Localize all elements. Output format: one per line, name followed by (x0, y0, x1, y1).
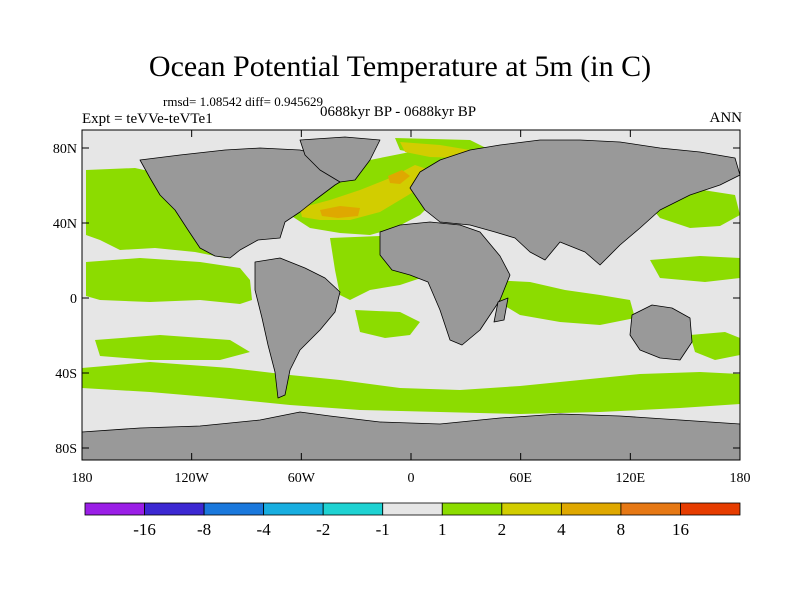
colorbar-swatch (144, 502, 205, 516)
field-nordic-warm (400, 142, 470, 158)
lat-tick-label: 80S (55, 442, 77, 457)
latitude-axis: 80N 40N 0 40S 80S (53, 142, 740, 457)
eurasia (409, 139, 740, 266)
field-south-atlantic (355, 310, 420, 338)
colorbar-swatch (382, 502, 443, 516)
field-gulf-stream-hot (320, 206, 360, 218)
colorbar-swatch (620, 502, 681, 516)
colorbar-label: 4 (557, 520, 566, 539)
lon-tick-label: 120W (175, 471, 210, 486)
field-southern-ocean (82, 362, 740, 414)
lon-tick-label: 180 (72, 471, 93, 486)
colorbar-swatch (560, 502, 622, 516)
colorbar-swatch (501, 502, 562, 516)
experiment-label: Expt = teVVe-teVTe1 (82, 111, 213, 127)
lon-tick-label: 60W (288, 471, 316, 486)
greenland (299, 136, 381, 183)
lon-tick-label: 180 (730, 471, 751, 486)
lon-tick-label: 120E (616, 471, 646, 486)
longitude-axis: 180 120W 60W 0 60E 120E 180 (72, 130, 751, 486)
colorbar-swatch (680, 502, 741, 516)
lat-tick-label: 0 (70, 292, 77, 307)
lon-tick-label: 60E (509, 471, 532, 486)
colorbar-label: 16 (672, 520, 689, 539)
colorbar-label: -2 (316, 520, 330, 539)
australia (629, 304, 693, 361)
colorbar-label: -4 (257, 520, 272, 539)
period-label: 0688kyr BP - 0688kyr BP (320, 104, 477, 120)
field-tropical-pacific (86, 258, 252, 304)
field-tropical-west-pacific (650, 256, 740, 282)
north-america (139, 147, 361, 259)
lat-tick-label: 40N (53, 217, 77, 232)
colorbar-label: -16 (133, 520, 156, 539)
colorbar-label: -1 (376, 520, 390, 539)
stats-line: rmsd= 1.08542 diff= 0.945629 (163, 94, 323, 109)
colorbar: -16 -8 -4 -2 -1 1 2 4 8 16 (84, 502, 741, 539)
lon-tick-label: 0 (408, 471, 415, 486)
colorbar-label: -8 (197, 520, 211, 539)
field-subpolar-hot (388, 170, 410, 184)
madagascar (493, 297, 509, 323)
colorbar-swatch (84, 502, 145, 516)
lat-tick-label: 80N (53, 142, 77, 157)
colorbar-label: 2 (498, 520, 507, 539)
colorbar-label: 1 (438, 520, 447, 539)
season-label: ANN (709, 110, 743, 126)
colorbar-swatch (322, 502, 384, 516)
continents (82, 136, 740, 460)
antarctica (82, 411, 740, 460)
colorbar-swatch (203, 502, 265, 516)
lat-tick-label: 40S (55, 367, 77, 382)
south-america (254, 257, 341, 399)
colorbar-swatch (263, 502, 324, 516)
africa (379, 221, 511, 346)
field-south-pacific (95, 335, 250, 360)
colorbar-label: 8 (617, 520, 626, 539)
field-indian-ocean (490, 280, 635, 325)
map-title: Ocean Potential Temperature at 5m (in C) (148, 50, 652, 83)
plot-area (82, 130, 740, 460)
field-tasman (690, 332, 740, 360)
colorbar-swatch (441, 502, 503, 516)
